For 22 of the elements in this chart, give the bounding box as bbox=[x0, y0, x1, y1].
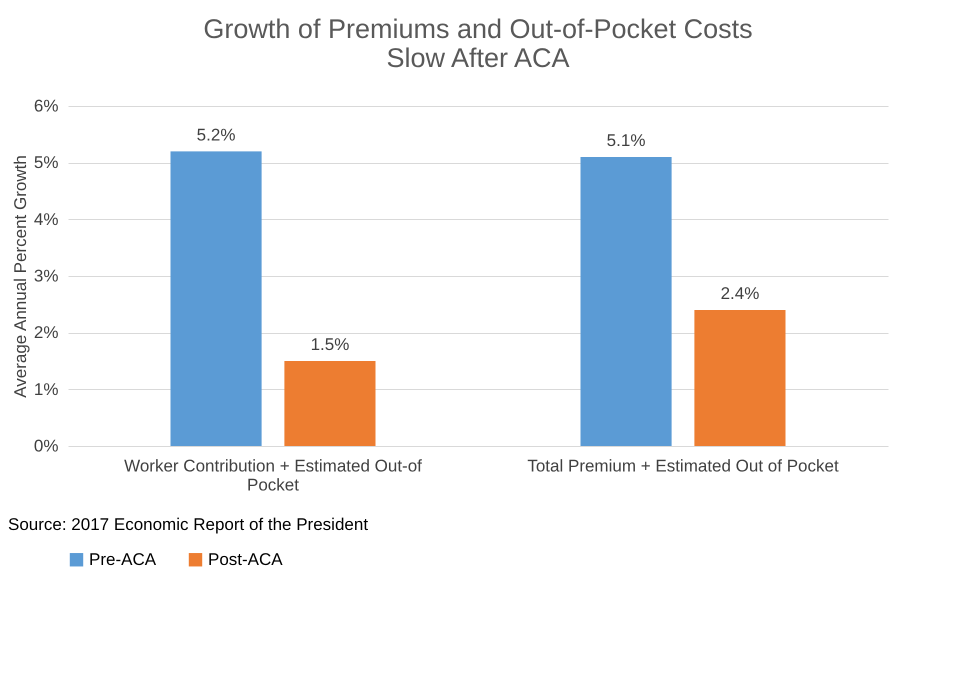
data-label: 2.4% bbox=[720, 284, 760, 303]
x-tick-label: Total Premium + Estimated Out of Pocket bbox=[527, 456, 839, 476]
x-tick-label: Worker Contribution + Estimated Out-of Pocket bbox=[124, 456, 422, 494]
legend-label: Post-ACA bbox=[208, 550, 284, 569]
data-label: 5.1% bbox=[606, 131, 646, 150]
y-tick-label: 1% bbox=[34, 380, 58, 399]
data-label: 1.5% bbox=[310, 335, 350, 354]
data-label: 5.2% bbox=[196, 125, 236, 144]
bar bbox=[170, 151, 262, 446]
y-tick-label: 5% bbox=[34, 153, 58, 172]
legend-label: Pre-ACA bbox=[89, 550, 157, 569]
y-tick-label: 6% bbox=[34, 96, 58, 116]
y-tick-label: 3% bbox=[34, 266, 58, 286]
chart-title: Growth of Premiums and Out-of-Pocket Costs Slow After ACA bbox=[203, 14, 753, 73]
y-tick-label: 0% bbox=[34, 436, 58, 456]
bar bbox=[284, 361, 376, 446]
y-axis-title: Average Annual Percent Growth bbox=[10, 155, 30, 398]
y-tick-label: 4% bbox=[34, 210, 58, 229]
bar bbox=[694, 310, 786, 446]
bar bbox=[580, 157, 672, 446]
y-tick-label: 2% bbox=[34, 323, 58, 342]
source-note: Source: 2017 Economic Report of the President bbox=[8, 515, 368, 534]
